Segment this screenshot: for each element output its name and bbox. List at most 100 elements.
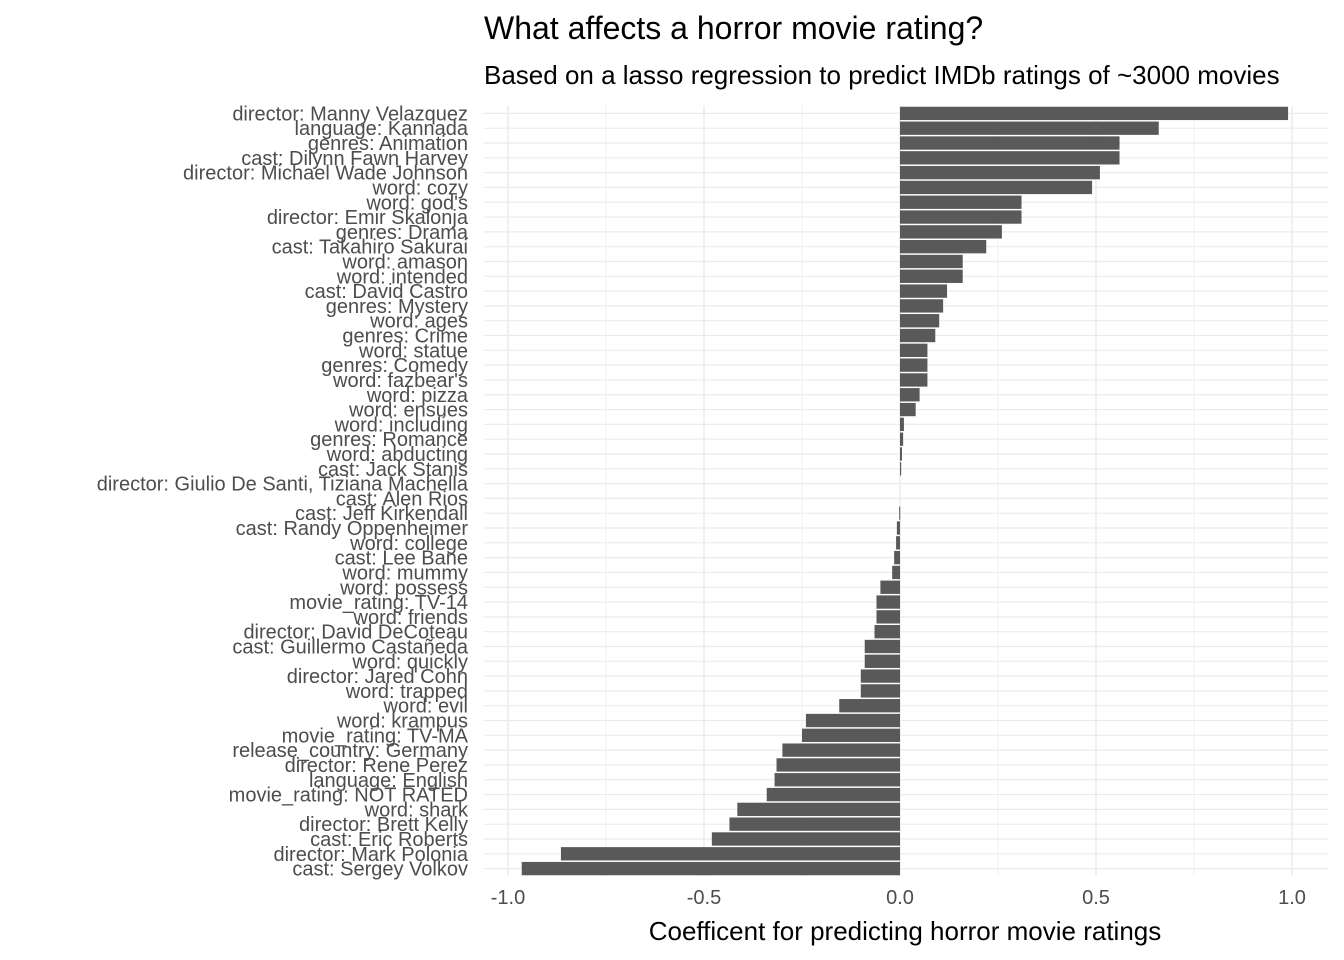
bar (900, 314, 940, 328)
y-tick-label: cast: Eric Roberts (310, 829, 468, 851)
bar (900, 402, 916, 417)
bar (900, 240, 987, 254)
y-tick-label: cast: Randy Oppenheimer (236, 518, 469, 540)
y-tick-label: word: possess (339, 577, 468, 599)
y-tick-label: cast: Jeff Kirkendall (295, 503, 468, 525)
y-tick-label: genres: Animation (308, 133, 468, 155)
x-tick-label: 0.5 (1082, 887, 1110, 909)
bar (880, 580, 900, 594)
y-tick-label: word: ensues (348, 400, 468, 422)
y-tick-label: cast: Takahiro Sakurai (272, 237, 468, 259)
bar (876, 610, 900, 624)
bar (839, 699, 900, 713)
bar (900, 254, 963, 269)
y-tick-label: cast: Alen Rios (336, 488, 468, 510)
bar (774, 773, 900, 787)
bar (711, 832, 900, 846)
y-tick-label: word: abducting (326, 444, 468, 466)
y-tick-label: cast: David Castro (305, 281, 468, 303)
bar (876, 595, 900, 609)
y-tick-label: word: ages (369, 311, 468, 333)
bar (900, 165, 1100, 180)
bar (900, 328, 936, 343)
bar (894, 550, 900, 565)
y-tick-label: word: god's (365, 192, 468, 214)
bar (560, 847, 900, 861)
bar (900, 284, 948, 298)
bar (896, 536, 900, 550)
y-tick-label: release_country: Germany (232, 740, 468, 762)
y-tick-label: director: Jared Cohn (287, 666, 468, 688)
bar (900, 462, 902, 476)
y-tick-label: genres: Romance (310, 429, 468, 451)
y-tick-label: movie_rating: TV-14 (289, 592, 468, 614)
y-tick-label: word: trapped (345, 681, 468, 703)
bar (892, 565, 900, 580)
y-tick-label: director: Rene Perez (285, 755, 468, 777)
bar (776, 758, 900, 772)
bars (521, 106, 1289, 876)
y-tick-label: word: fazbear's (332, 370, 468, 392)
x-tick-label: 1.0 (1278, 887, 1306, 909)
y-tick-label: genres: Crime (342, 326, 468, 348)
y-tick-label: word: shark (364, 799, 469, 821)
y-tick-label: word: including (334, 414, 468, 436)
x-axis-labels: -1.0 -0.5 0.0 0.5 1.0 (491, 887, 1306, 909)
x-tick-label: 0.0 (886, 887, 914, 909)
bar (900, 225, 1002, 239)
bar (874, 625, 900, 639)
bar (900, 447, 902, 461)
y-tick-label: director: Brett Kelly (299, 814, 468, 836)
bar (766, 787, 900, 802)
x-axis-title: Coefficent for predicting horror movie r… (649, 916, 1162, 946)
bar (900, 210, 1022, 224)
y-tick-label: language: Kannada (295, 118, 469, 140)
y-tick-label: word: college (349, 533, 468, 555)
y-tick-label: cast: Sergey Volkov (292, 859, 468, 881)
y-tick-label: director: Giulio De Santi, Tiziana Mache… (97, 474, 469, 496)
bar (900, 358, 928, 372)
x-tick-label: -0.5 (687, 887, 721, 909)
y-tick-label: director: Emir Skalonja (267, 207, 469, 229)
y-tick-label: word: intended (336, 266, 468, 288)
chart-subtitle: Based on a lasso regression to predict I… (484, 60, 1280, 90)
y-tick-label: movie_rating: TV-MA (282, 725, 469, 747)
bar (864, 654, 900, 668)
y-tick-label: cast: Lee Bane (335, 548, 468, 570)
bar (900, 136, 1120, 150)
bar (900, 417, 904, 432)
bar (896, 521, 900, 535)
bar (899, 506, 901, 520)
y-tick-label: genres: Mystery (326, 296, 468, 318)
y-tick-label: word: friends (353, 607, 469, 629)
bar (805, 713, 900, 728)
y-tick-label: movie_rating: NOT RATED (229, 785, 468, 807)
bar (900, 343, 928, 357)
y-tick-label: cast: Dilynn Fawn Harvey (241, 148, 468, 170)
bar (900, 195, 1022, 209)
y-tick-label: word: krampus (336, 711, 468, 733)
bar (900, 388, 920, 402)
bar (737, 802, 900, 817)
bar (900, 151, 1120, 165)
bar (900, 432, 904, 446)
bar (900, 269, 963, 283)
y-tick-label: director: David DeCoteau (243, 622, 468, 644)
y-tick-label: word: amason (341, 251, 468, 273)
y-tick-label: director: Mark Polonia (273, 844, 468, 866)
bar (860, 684, 900, 698)
bar (900, 180, 1093, 195)
y-tick-label: director: Michael Wade Johnson (183, 163, 468, 185)
bar (900, 106, 1289, 121)
bar (729, 817, 900, 831)
y-tick-label: word: statue (358, 340, 468, 362)
y-tick-label: word: cozy (371, 177, 468, 199)
y-tick-label: cast: Guillermo Castañeda (232, 636, 469, 658)
chart-title: What affects a horror movie rating? (484, 10, 984, 46)
bar (864, 639, 900, 654)
y-tick-label: language: English (309, 770, 468, 792)
bar (900, 373, 928, 387)
y-tick-label: director: Manny Velazquez (232, 103, 468, 125)
bar (860, 669, 900, 683)
